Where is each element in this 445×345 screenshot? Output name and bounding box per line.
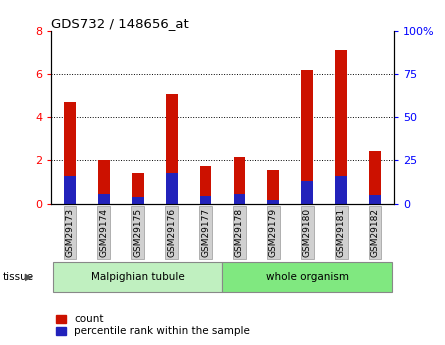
Text: GSM29182: GSM29182 xyxy=(371,208,380,257)
Text: GSM29180: GSM29180 xyxy=(303,208,312,257)
Bar xyxy=(166,93,178,204)
Bar xyxy=(166,173,178,204)
Bar xyxy=(301,70,313,204)
Bar xyxy=(369,195,381,204)
Text: GSM29179: GSM29179 xyxy=(269,208,278,257)
Text: GSM29178: GSM29178 xyxy=(235,208,244,257)
Bar xyxy=(132,173,144,204)
Bar xyxy=(234,194,245,204)
Bar xyxy=(222,262,392,292)
Bar xyxy=(267,200,279,204)
Bar xyxy=(335,50,347,204)
Text: ▶: ▶ xyxy=(25,272,33,282)
Bar xyxy=(200,196,211,204)
Text: tissue: tissue xyxy=(2,272,33,282)
Legend: count, percentile rank within the sample: count, percentile rank within the sample xyxy=(57,314,250,336)
Bar xyxy=(64,176,76,204)
Text: GSM29181: GSM29181 xyxy=(337,208,346,257)
Bar xyxy=(98,194,110,204)
Text: GSM29173: GSM29173 xyxy=(65,208,74,257)
Bar xyxy=(234,157,245,204)
Bar xyxy=(64,102,76,204)
Bar xyxy=(369,151,381,204)
Text: GSM29177: GSM29177 xyxy=(201,208,210,257)
Bar xyxy=(335,176,347,204)
Bar xyxy=(301,181,313,204)
Text: Malpighian tubule: Malpighian tubule xyxy=(91,272,185,282)
Text: GSM29176: GSM29176 xyxy=(167,208,176,257)
Bar xyxy=(132,197,144,204)
Bar xyxy=(98,160,110,204)
Text: GSM29174: GSM29174 xyxy=(99,208,108,257)
Text: GDS732 / 148656_at: GDS732 / 148656_at xyxy=(51,17,189,30)
Text: whole organism: whole organism xyxy=(266,272,349,282)
Bar xyxy=(200,166,211,204)
Bar xyxy=(267,170,279,204)
Text: GSM29175: GSM29175 xyxy=(133,208,142,257)
Bar xyxy=(53,262,222,292)
